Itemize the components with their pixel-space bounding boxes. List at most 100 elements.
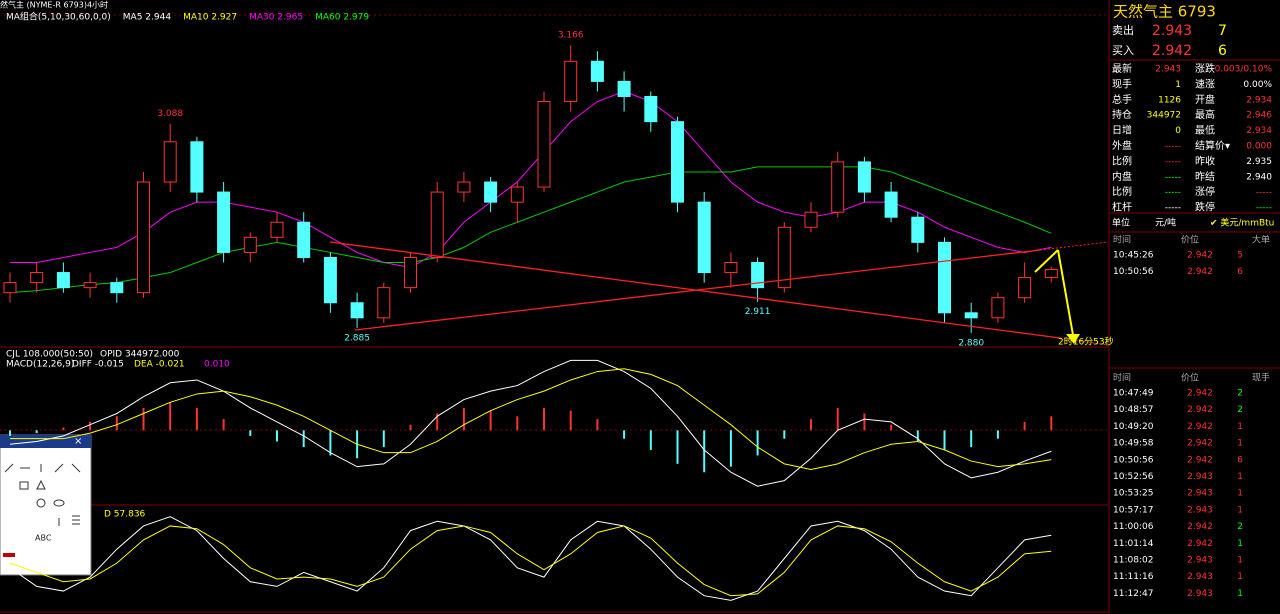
tool-icon[interactable]: [4, 463, 14, 473]
candle-body: [884, 191, 898, 218]
arrow: [1057, 249, 1074, 336]
trend-line: [1059, 337, 1109, 346]
candle-body: [911, 216, 925, 243]
stat-label: 杠杆: [1112, 201, 1132, 214]
countdown: 2时16分53秒: [1058, 336, 1114, 348]
candle-body: [537, 101, 551, 188]
list-cell: 2: [1237, 522, 1243, 532]
stat-value: 2.946: [1246, 111, 1272, 121]
candle-body: [243, 236, 257, 253]
list-cell: 10:48:57: [1113, 405, 1153, 415]
indicator-label: MA60 2.979: [315, 13, 369, 23]
stat-value: -----: [1165, 203, 1181, 213]
candle-body: [857, 161, 871, 193]
drawing-toolbar[interactable]: × ABC: [0, 434, 92, 576]
tool-icon[interactable]: [53, 499, 65, 507]
list-cell: 1: [1237, 439, 1243, 449]
macd-label: DEA -0.021: [134, 360, 185, 370]
list-cell: 1: [1237, 472, 1243, 482]
candle-body: [804, 211, 818, 228]
unit-option: ✔ 美元/mmBtu: [1210, 217, 1274, 229]
toolbar-box: [0, 434, 92, 576]
stat-value: 0.000: [1246, 142, 1272, 152]
close-button[interactable]: ×: [74, 436, 82, 447]
candle-body: [1018, 277, 1032, 299]
list-cell: 2.943: [1187, 589, 1213, 599]
stat-label: 比例: [1112, 185, 1132, 198]
list-cell: 11:11:16: [1113, 572, 1154, 582]
stat-value: -----: [1165, 188, 1181, 198]
list-cell: 10:50:56: [1113, 267, 1154, 277]
stat-value: 0: [1175, 126, 1181, 136]
list-cell: 11:00:06: [1113, 522, 1154, 532]
list-cell: 2.942: [1187, 251, 1213, 261]
tool-icon[interactable]: [19, 481, 29, 490]
indicator-label: MA组合(5,10,30,60,0,0): [6, 11, 111, 23]
macd-line: [9, 359, 1052, 487]
stat-value: -----: [1165, 172, 1181, 182]
quote-volume: 7: [1218, 23, 1227, 39]
stat-value: 1: [1175, 80, 1181, 90]
macd-label: 0.010: [204, 360, 230, 370]
list-cell: 10:45:26: [1113, 251, 1154, 261]
list-cell: 2.943: [1187, 472, 1213, 482]
candle-body: [30, 272, 44, 284]
candle-body: [671, 121, 684, 203]
stat-value: -----: [1256, 203, 1272, 213]
kdj-line: [9, 525, 1052, 597]
list-cell: 1: [1237, 422, 1243, 432]
macd-label: DIFF -0.015: [72, 360, 124, 370]
candle-body: [697, 201, 711, 274]
stat-label: 最新: [1112, 62, 1132, 75]
chart-title: 然气主 (NYME-R 6793)4小时: [0, 0, 108, 10]
stat-value: 0.00%: [1243, 80, 1272, 90]
quote-price: 2.943: [1152, 23, 1192, 39]
list-cell: 10:49:58: [1113, 439, 1154, 449]
list-cell: 10:49:20: [1113, 422, 1154, 432]
arrow: [1034, 249, 1059, 273]
candle-body: [350, 302, 364, 319]
tool-icon[interactable]: [54, 463, 64, 473]
candle-body: [751, 261, 765, 289]
stat-label: 速涨: [1195, 78, 1215, 90]
list-cell: 2: [1237, 405, 1243, 415]
list-cell: 6: [1237, 455, 1243, 465]
stat-label: 日增: [1112, 124, 1132, 137]
quote-volume: 6: [1218, 43, 1227, 59]
stat-label: 总手: [1112, 93, 1132, 106]
stat-value: 0.003/0.10%: [1215, 65, 1273, 75]
tool-icons: [4, 463, 81, 526]
kdj-line: [9, 516, 1052, 601]
quote-title: 天然气主 6793: [1113, 3, 1216, 21]
candle-body: [617, 80, 631, 97]
list-cell: 10:57:17: [1113, 505, 1153, 515]
candle-body: [590, 60, 604, 82]
candle-body: [430, 191, 444, 258]
list-header: 价位: [1181, 234, 1199, 246]
stat-value: -----: [1165, 157, 1181, 167]
stat-value: 344972: [1147, 111, 1181, 121]
price-annotation: 2.880: [958, 338, 984, 348]
list-cell: 2.942: [1187, 422, 1213, 432]
candle-body: [377, 287, 391, 319]
candle-body: [457, 181, 471, 193]
macd-label: OPID 344972.000: [100, 350, 180, 360]
tool-text[interactable]: ABC: [35, 534, 52, 543]
candle-body: [831, 161, 845, 213]
candle-body: [510, 186, 524, 203]
tool-icon[interactable]: [36, 479, 46, 490]
tool-icon[interactable]: [36, 498, 46, 508]
tool-icon[interactable]: [71, 463, 81, 473]
color-swatch[interactable]: [3, 553, 15, 557]
trend-lines: [329, 241, 1109, 346]
macd-label: CJL 108.000(50:50): [6, 350, 93, 360]
stat-label: 跌停: [1195, 201, 1215, 214]
list-cell: 1: [1237, 572, 1243, 582]
candle-body: [3, 282, 17, 294]
list-cell: 1: [1237, 489, 1243, 499]
indicator-label: MA30 2.965: [249, 13, 303, 23]
list-cell: 11:08:02: [1113, 556, 1153, 566]
list-header: 时间: [1113, 372, 1131, 384]
